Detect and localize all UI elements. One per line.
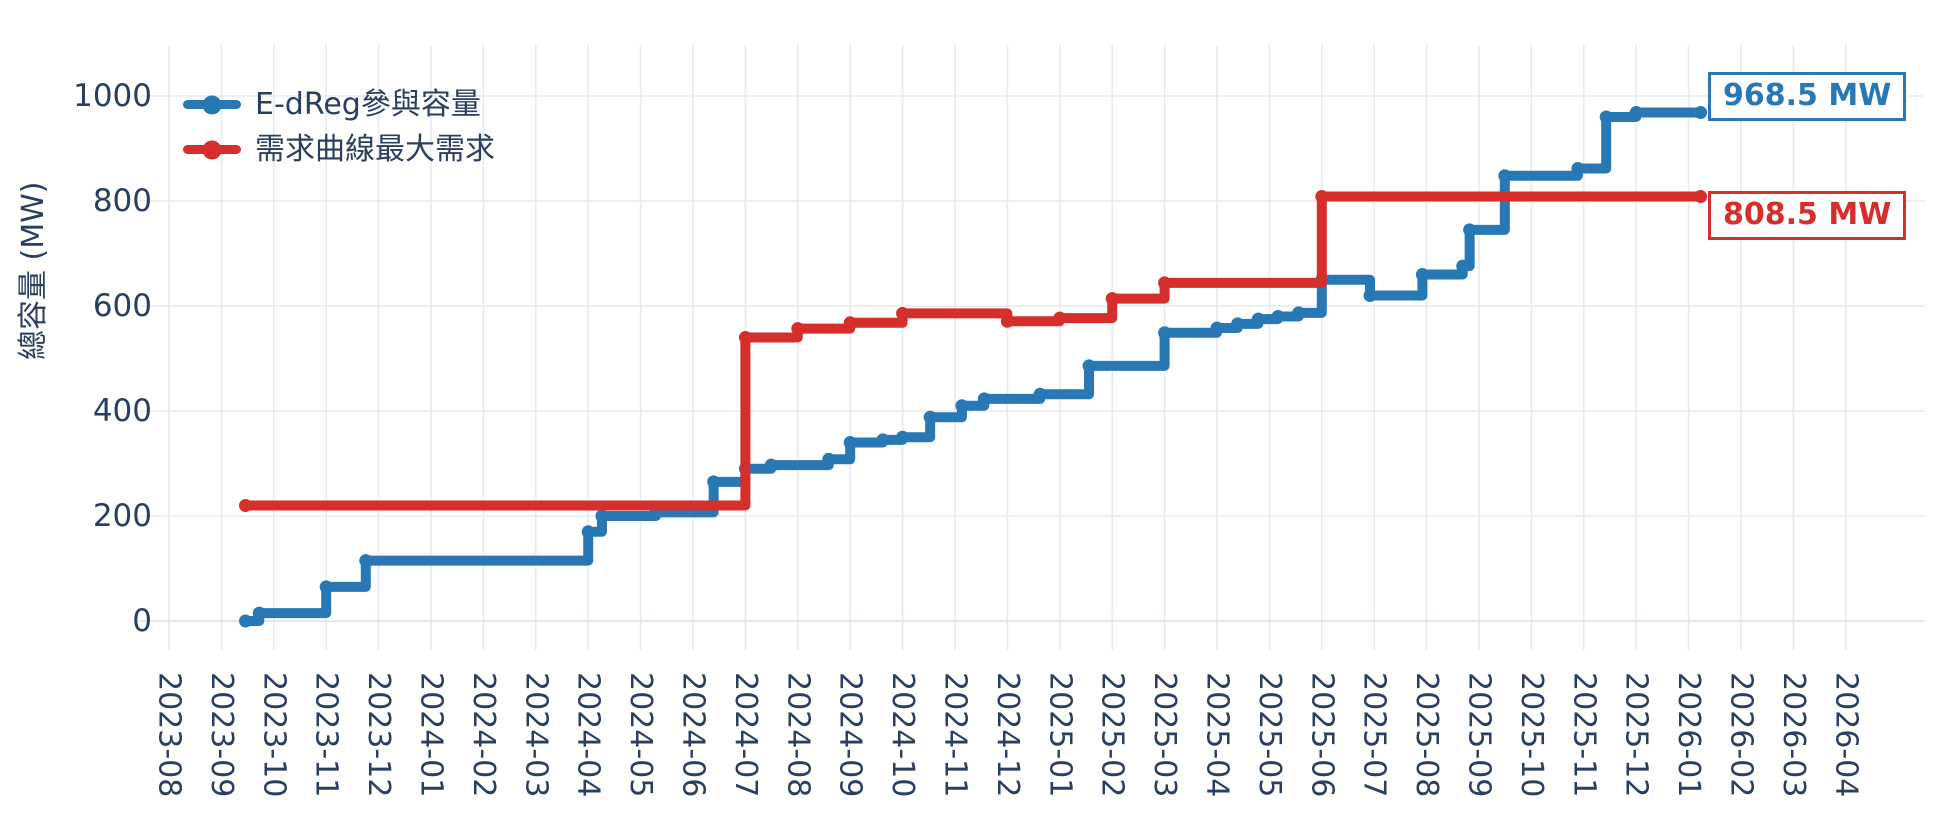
data-point-marker	[896, 430, 910, 444]
axis-tick-labels: 2023-08 2023-09 2023-10 2023-11 2023-12 2024-…	[73, 78, 1863, 797]
x-tick-label: 2025-08	[1409, 672, 1444, 797]
data-point-marker	[359, 554, 373, 568]
x-tick-label: 2023-11	[309, 672, 344, 797]
legend-item-demand-curve-max[interactable]: 需求曲線最大需求	[183, 133, 495, 166]
data-point-marker	[1053, 311, 1067, 325]
legend-label: 需求曲線最大需求	[255, 132, 495, 167]
data-point-marker	[1571, 161, 1585, 175]
data-point-marker	[1251, 312, 1265, 326]
data-point-marker	[822, 452, 836, 466]
data-point-marker	[707, 475, 721, 489]
x-tick-label: 2024-06	[676, 672, 711, 797]
data-point-marker	[1315, 190, 1329, 204]
annotation-final-value-edreg: 968.5 MW	[1708, 72, 1907, 121]
x-tick-label: 2025-06	[1304, 672, 1339, 797]
x-tick-label: 2026-04	[1828, 672, 1863, 797]
data-point-marker	[896, 306, 910, 320]
y-tick-label: 600	[93, 288, 152, 324]
y-tick-label: 800	[93, 183, 152, 219]
x-tick-label: 2023-12	[361, 672, 396, 797]
x-tick-label: 2025-12	[1619, 672, 1654, 797]
x-tick-label: 2023-08	[152, 672, 187, 797]
x-tick-label: 2025-07	[1357, 672, 1392, 797]
data-point-marker	[791, 322, 805, 336]
data-point-marker	[1463, 223, 1477, 237]
data-point-marker	[1082, 359, 1096, 373]
x-tick-label: 2025-09	[1462, 672, 1497, 797]
legend-line-marker-icon	[183, 100, 241, 109]
series-markers	[238, 190, 1708, 512]
data-point-marker	[581, 525, 595, 539]
data-point-marker	[1456, 259, 1470, 273]
legend-label: E-dReg參與容量	[255, 87, 481, 122]
x-tick-label: 2023-09	[204, 672, 239, 797]
x-tick-label: 2026-01	[1671, 672, 1706, 797]
legend-line-marker-icon	[183, 145, 241, 154]
data-point-marker	[1033, 387, 1047, 401]
series-line-edreg-capacity	[240, 107, 1706, 626]
data-point-marker	[1415, 268, 1429, 281]
data-point-marker	[923, 410, 937, 424]
x-tick-label: 2025-04	[1200, 672, 1235, 797]
x-tick-label: 2025-02	[1095, 672, 1130, 797]
data-point-marker	[1231, 317, 1245, 331]
data-point-marker	[1105, 292, 1119, 306]
x-tick-label: 2025-10	[1514, 672, 1549, 797]
data-point-marker	[1271, 310, 1285, 323]
x-tick-label: 2024-08	[780, 672, 815, 797]
data-point-marker	[738, 331, 752, 344]
x-tick-label: 2024-04	[571, 672, 606, 797]
x-tick-label: 2025-03	[1147, 672, 1182, 797]
y-tick-label: 200	[93, 498, 152, 534]
y-axis-title: 總容量 (MW)	[16, 181, 51, 361]
data-point-marker	[876, 433, 890, 447]
x-tick-label: 2026-03	[1776, 672, 1811, 797]
data-point-marker	[1599, 110, 1613, 124]
legend-item-edreg-capacity[interactable]: E-dReg參與容量	[183, 88, 495, 121]
x-tick-label: 2025-11	[1566, 672, 1601, 797]
x-tick-label: 2024-03	[518, 672, 553, 797]
data-point-marker	[1000, 314, 1014, 328]
data-point-marker	[1210, 321, 1224, 335]
y-tick-label: 0	[132, 603, 152, 639]
legend: E-dReg參與容量 需求曲線最大需求	[183, 88, 495, 166]
data-point-marker	[955, 399, 969, 413]
data-point-marker	[843, 316, 857, 330]
x-tick-label: 2024-05	[623, 672, 658, 797]
data-point-marker	[595, 509, 609, 523]
data-point-marker	[238, 499, 252, 512]
x-tick-label: 2026-02	[1724, 672, 1759, 797]
data-point-marker	[1158, 276, 1172, 290]
x-tick-label: 2024-09	[833, 672, 868, 797]
data-point-marker	[252, 606, 266, 620]
annotation-final-value-demand: 808.5 MW	[1708, 191, 1907, 240]
data-point-marker	[1694, 190, 1708, 204]
x-tick-label: 2024-07	[728, 672, 763, 797]
data-point-marker	[1629, 106, 1643, 120]
y-tick-label: 1000	[73, 78, 152, 114]
x-tick-label: 2024-01	[414, 672, 449, 797]
series-markers	[238, 106, 1708, 628]
data-point-marker	[764, 458, 778, 472]
x-tick-label: 2023-10	[256, 672, 291, 797]
data-point-marker	[843, 436, 857, 449]
x-tick-label: 2024-11	[938, 672, 973, 797]
data-point-marker	[1292, 306, 1306, 320]
series-line-demand-curve-max	[240, 191, 1706, 511]
x-tick-label: 2024-10	[885, 672, 920, 797]
x-tick-label: 2025-05	[1252, 672, 1287, 797]
data-point-marker	[1694, 106, 1708, 120]
data-point-marker	[238, 614, 252, 628]
data-point-marker	[977, 392, 991, 406]
data-point-marker	[1363, 289, 1377, 302]
y-tick-label: 400	[93, 393, 152, 429]
data-point-marker	[1158, 326, 1172, 340]
data-point-marker	[1498, 169, 1512, 183]
x-tick-label: 2024-02	[466, 672, 501, 797]
x-tick-label: 2024-12	[990, 672, 1025, 797]
data-point-marker	[319, 580, 333, 594]
x-tick-label: 2025-01	[1042, 672, 1077, 797]
